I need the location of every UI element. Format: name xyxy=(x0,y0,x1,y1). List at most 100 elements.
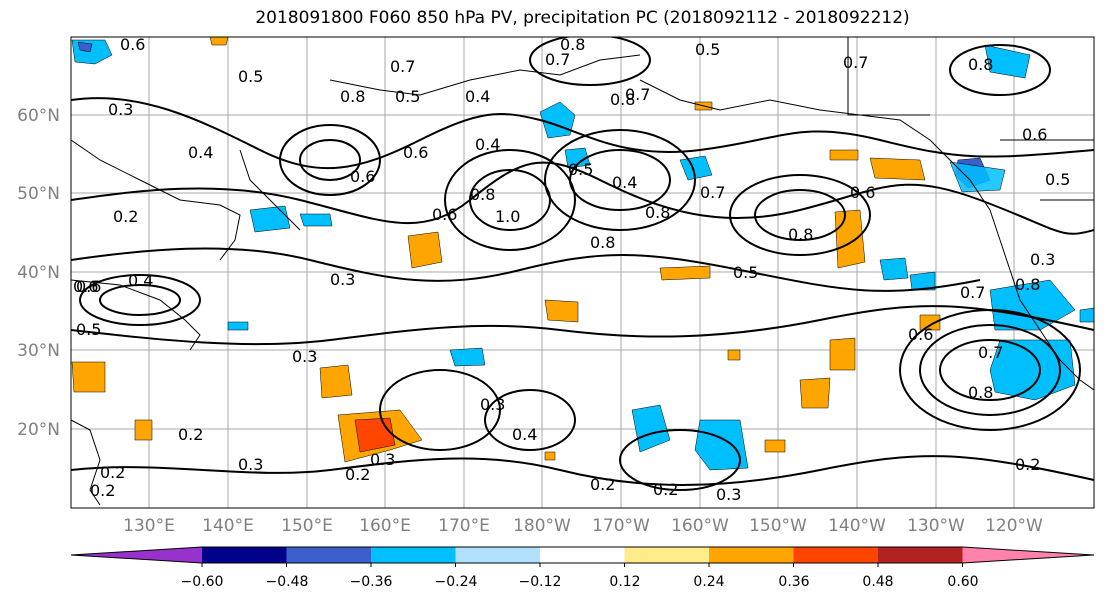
lon-label: 170°E xyxy=(438,516,490,536)
colorbar-tick-label: 0.24 xyxy=(693,574,724,590)
contour-label: 0.3 xyxy=(330,270,355,289)
contour-label: 0.3 xyxy=(370,450,395,469)
contour-label: 0.2 xyxy=(653,480,678,499)
contour-label: 0.2 xyxy=(100,463,125,482)
contour-label: 0.5 xyxy=(568,160,593,179)
colorbar-segment xyxy=(455,547,541,563)
contour-label: 0.7 xyxy=(978,343,1003,362)
contour-label: 0.8 xyxy=(590,233,615,252)
contour-label: 0.8 xyxy=(968,383,993,402)
contour-label: 0.2 xyxy=(90,481,115,500)
pv-contours xyxy=(71,37,1094,491)
contour-label: 0.6 xyxy=(350,167,375,186)
colorbar-tick-label: −0.36 xyxy=(350,574,393,590)
contour-label: 0.3 xyxy=(238,455,263,474)
contour-label: 0.6 xyxy=(76,277,101,296)
lon-label: 140°E xyxy=(202,516,254,536)
longitude-labels: 130°E 140°E 150°E 160°E 170°E 180°W 170°… xyxy=(123,516,1043,536)
contour-label: 0.6 xyxy=(403,143,428,162)
colorbar-segment xyxy=(793,547,879,563)
colorbar-tick-labels: −0.60 −0.48 −0.36 −0.24 −0.12 0.12 0.24 … xyxy=(181,574,979,590)
contour-label: 0.5 xyxy=(733,263,758,282)
lon-label: 130°W xyxy=(907,516,965,536)
colorbar-segment xyxy=(286,547,372,563)
lon-label: 180°W xyxy=(513,516,571,536)
contour-label: 0.4 xyxy=(512,425,537,444)
map-title: 2018091800 F060 850 hPa PV, precipitatio… xyxy=(255,8,910,28)
lon-label: 140°W xyxy=(828,516,886,536)
colorbar-segment xyxy=(709,547,794,563)
contour-label: 0.3 xyxy=(480,395,505,414)
contour-label: 0.3 xyxy=(108,100,133,119)
contour-label: 0.5 xyxy=(1045,170,1070,189)
colorbar-segment xyxy=(371,547,456,563)
lon-label: 150°E xyxy=(281,516,333,536)
contour-label: 0.4 xyxy=(188,143,213,162)
colorbar-tick-label: 0.36 xyxy=(778,574,809,590)
contour-label: 0.7 xyxy=(700,183,725,202)
contour-label: 0.8 xyxy=(340,87,365,106)
contour-label: 0.5 xyxy=(76,320,101,339)
contour-label: 0.7 xyxy=(843,53,868,72)
lon-label: 150°W xyxy=(749,516,807,536)
contour-label: 0.6 xyxy=(1022,125,1047,144)
contour-label: 0.8 xyxy=(610,90,635,109)
contour-label: 0.2 xyxy=(1015,455,1040,474)
contour-label: 0.8 xyxy=(968,55,993,74)
contour-label: 0.7 xyxy=(390,57,415,76)
lat-label: 50°N xyxy=(17,184,60,204)
colorbar-segment xyxy=(540,547,625,563)
lon-label: 160°W xyxy=(671,516,729,536)
map-frame xyxy=(70,36,1095,509)
colorbar-tick-label: −0.48 xyxy=(266,574,309,590)
contour-label: 0.6 xyxy=(850,183,875,202)
precip-shading xyxy=(71,37,1094,471)
colorbar-tick-label: −0.24 xyxy=(435,574,478,590)
contour-label: 0.4 xyxy=(128,271,153,290)
colorbar-tick-label: 0.60 xyxy=(947,574,978,590)
lon-label: 160°E xyxy=(359,516,411,536)
colorbar-segment xyxy=(624,547,710,563)
lat-label: 60°N xyxy=(17,106,60,126)
contour-label: 0.6 xyxy=(432,205,457,224)
contour-label: 0.6 xyxy=(908,325,933,344)
colorbar-extension-low xyxy=(71,547,202,563)
colorbar-extension-high xyxy=(962,547,1094,563)
map-content: 0.6 0.5 0.8 0.7 0.5 0.7 0.8 0.5 0.8 0.6 … xyxy=(71,35,1094,508)
contour-label: 0.2 xyxy=(113,207,138,226)
contour-label: 0.6 xyxy=(120,35,145,54)
contour-label: 0.3 xyxy=(716,485,741,504)
contour-label: 0.5 xyxy=(238,67,263,86)
contour-label: 0.8 xyxy=(788,225,813,244)
lon-label: 170°W xyxy=(592,516,650,536)
contour-label: 0.7 xyxy=(960,283,985,302)
contour-label: 0.2 xyxy=(590,475,615,494)
colorbar-tick-label: −0.12 xyxy=(519,574,562,590)
lat-label: 30°N xyxy=(17,341,60,361)
latitude-labels: 60°N 50°N 40°N 30°N 20°N xyxy=(17,106,60,440)
coastlines xyxy=(71,37,1094,506)
contour-label: 0.8 xyxy=(560,35,585,54)
contour-label: 0.8 xyxy=(1015,275,1040,294)
contour-label: 0.8 xyxy=(645,203,670,222)
contour-label: 0.4 xyxy=(475,135,500,154)
lat-label: 20°N xyxy=(17,420,60,440)
contour-label: 0.7 xyxy=(545,50,570,69)
contour-label: 0.2 xyxy=(178,425,203,444)
contour-label: 0.4 xyxy=(465,87,490,106)
contour-label: 1.0 xyxy=(495,207,520,226)
contour-label: 0.8 xyxy=(470,185,495,204)
contour-label: 0.3 xyxy=(1030,250,1055,269)
lat-label: 40°N xyxy=(17,263,60,283)
contour-label: 0.7 xyxy=(625,85,650,104)
lon-label: 130°E xyxy=(123,516,175,536)
contour-label: 0.3 xyxy=(292,347,317,366)
colorbar-tick-label: −0.60 xyxy=(181,574,224,590)
contour-label: 0.4 xyxy=(612,173,637,192)
colorbar-segment xyxy=(878,547,963,563)
contour-label: 0.5 xyxy=(395,87,420,106)
contour-label: 0.6 xyxy=(73,277,98,296)
contour-label: 0.5 xyxy=(695,40,720,59)
colorbar xyxy=(70,546,1095,567)
contour-label: 0.2 xyxy=(345,465,370,484)
